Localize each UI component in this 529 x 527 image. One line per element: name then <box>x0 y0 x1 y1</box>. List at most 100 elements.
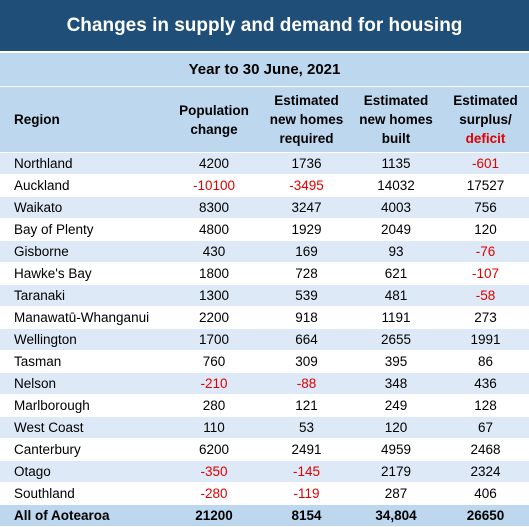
cell-population-change: 1300 <box>165 284 263 307</box>
cell-population-change: -210 <box>165 372 263 395</box>
header-line: new homes <box>269 112 344 127</box>
table-row: Bay of Plenty 4800 1929 2049 120 <box>0 218 529 241</box>
table-subtitle: Year to 30 June, 2021 <box>0 53 529 87</box>
header-line: Estimated <box>363 93 429 108</box>
cell-homes-required: 169 <box>263 240 350 263</box>
cell-homes-built: 395 <box>350 350 442 373</box>
cell-homes-built: 93 <box>350 240 442 263</box>
table-row: Tasman 760 309 395 86 <box>0 350 529 373</box>
table-title: Changes in supply and demand for housing <box>0 0 529 53</box>
cell-region: Hawke's Bay <box>0 262 165 285</box>
cell-surplus: 436 <box>442 372 529 395</box>
table-row: Canterbury 6200 2491 4959 2468 <box>0 438 529 461</box>
table-row: West Coast 110 53 120 67 <box>0 416 529 439</box>
cell-region: Southland <box>0 482 165 505</box>
cell-surplus: 2468 <box>442 438 529 461</box>
cell-population-change: 4200 <box>165 152 263 175</box>
cell-surplus: 406 <box>442 482 529 505</box>
housing-table: Region Population change Estimated new h… <box>0 87 529 527</box>
cell-region: Auckland <box>0 174 165 197</box>
header-line: new homes <box>359 112 433 127</box>
cell-homes-built: 1191 <box>350 306 442 329</box>
header-deficit-label: deficit <box>465 131 506 146</box>
cell-homes-required: -3495 <box>263 174 350 197</box>
cell-surplus: 67 <box>442 416 529 439</box>
table-row: Waikato 8300 3247 4003 756 <box>0 196 529 219</box>
cell-population-change: 760 <box>165 350 263 373</box>
cell-homes-required: 664 <box>263 328 350 351</box>
cell-region: Tasman <box>0 350 165 373</box>
table-row: Marlborough 280 121 249 128 <box>0 394 529 417</box>
cell-region: Marlborough <box>0 394 165 417</box>
cell-homes-required: 8154 <box>263 504 350 527</box>
header-region-label: Region <box>14 112 60 127</box>
cell-population-change: 1800 <box>165 262 263 285</box>
cell-homes-built: 348 <box>350 372 442 395</box>
table-row: Nelson -210 -88 348 436 <box>0 372 529 395</box>
header-homes-built: Estimated new homes built <box>350 87 442 153</box>
cell-region: Wellington <box>0 328 165 351</box>
cell-surplus: 1991 <box>442 328 529 351</box>
cell-surplus: 26650 <box>442 504 529 527</box>
cell-homes-built: 249 <box>350 394 442 417</box>
cell-homes-required: 918 <box>263 306 350 329</box>
header-line: required <box>279 131 334 146</box>
cell-population-change: -280 <box>165 482 263 505</box>
cell-region: Canterbury <box>0 438 165 461</box>
cell-surplus: 17527 <box>442 174 529 197</box>
cell-region: West Coast <box>0 416 165 439</box>
cell-population-change: -10100 <box>165 174 263 197</box>
cell-region: Otago <box>0 460 165 483</box>
table-row: Wellington 1700 664 2655 1991 <box>0 328 529 351</box>
table-row: Southland -280 -119 287 406 <box>0 482 529 505</box>
cell-population-change: 4800 <box>165 218 263 241</box>
cell-population-change: 8300 <box>165 196 263 219</box>
cell-population-change: 2200 <box>165 306 263 329</box>
cell-homes-required: 2491 <box>263 438 350 461</box>
cell-surplus: 756 <box>442 196 529 219</box>
header-line: Estimated <box>453 93 518 108</box>
header-line: change <box>190 121 238 137</box>
cell-homes-required: -119 <box>263 482 350 505</box>
table-row: Northland 4200 1736 1135 -601 <box>0 152 529 175</box>
cell-homes-required: 1736 <box>263 152 350 175</box>
total-row: All of Aotearoa 21200 8154 34,804 26650 <box>0 504 529 527</box>
cell-homes-built: 481 <box>350 284 442 307</box>
header-line: Estimated <box>274 93 339 108</box>
cell-population-change: 110 <box>165 416 263 439</box>
cell-homes-required: 121 <box>263 394 350 417</box>
table-row: Otago -350 -145 2179 2324 <box>0 460 529 483</box>
cell-homes-built: 1135 <box>350 152 442 175</box>
table-row: Taranaki 1300 539 481 -58 <box>0 284 529 307</box>
cell-homes-required: 53 <box>263 416 350 439</box>
cell-homes-built: 4959 <box>350 438 442 461</box>
table-row: Gisborne 430 169 93 -76 <box>0 240 529 263</box>
cell-population-change: 280 <box>165 394 263 417</box>
cell-population-change: 21200 <box>165 504 263 527</box>
cell-surplus: 128 <box>442 394 529 417</box>
cell-homes-required: -145 <box>263 460 350 483</box>
header-surplus-deficit: Estimated surplus/ deficit <box>442 87 529 153</box>
cell-population-change: 430 <box>165 240 263 263</box>
header-line: built <box>381 131 411 146</box>
header-homes-required: Estimated new homes required <box>263 87 350 153</box>
cell-surplus: -76 <box>442 240 529 263</box>
table-row: Hawke's Bay 1800 728 621 -107 <box>0 262 529 285</box>
cell-homes-built: 287 <box>350 482 442 505</box>
cell-homes-required: 728 <box>263 262 350 285</box>
cell-homes-required: 3247 <box>263 196 350 219</box>
cell-surplus: 120 <box>442 218 529 241</box>
table-row: Manawatū-Whanganui 2200 918 1191 273 <box>0 306 529 329</box>
cell-population-change: 6200 <box>165 438 263 461</box>
cell-homes-built: 2179 <box>350 460 442 483</box>
table-body: Northland 4200 1736 1135 -601 Auckland -10100-… <box>0 152 529 527</box>
cell-surplus: -58 <box>442 284 529 307</box>
cell-homes-built: 2049 <box>350 218 442 241</box>
cell-region: Gisborne <box>0 240 165 263</box>
cell-homes-required: 539 <box>263 284 350 307</box>
header-region: Region <box>0 87 165 153</box>
cell-homes-built: 621 <box>350 262 442 285</box>
table-row: Auckland -10100 -3495 14032 17527 <box>0 174 529 197</box>
cell-region: Waikato <box>0 196 165 219</box>
